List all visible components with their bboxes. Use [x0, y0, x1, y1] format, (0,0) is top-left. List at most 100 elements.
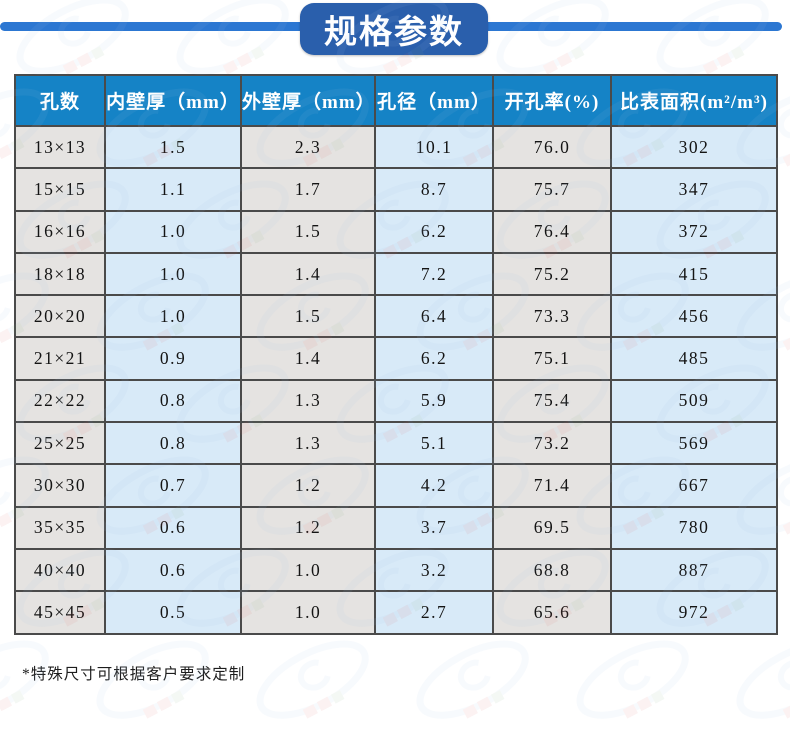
watermark-logo-icon — [256, 640, 369, 719]
value-cell: 1.0 — [104, 294, 242, 339]
title-box: 规格参数 — [300, 3, 488, 55]
value-cell: 1.3 — [240, 421, 376, 466]
value-cell: 887 — [610, 547, 778, 593]
value-cell: 0.6 — [104, 505, 242, 550]
table-row: 16×16 1.0 1.5 6.2 76.4 372 — [14, 209, 778, 254]
table-row: 35×35 0.6 1.2 3.7 69.5 780 — [14, 505, 778, 550]
value-cell: 0.9 — [104, 336, 242, 381]
row-label-cell: 18×18 — [14, 251, 106, 297]
value-cell: 415 — [610, 251, 778, 297]
value-cell: 509 — [610, 378, 778, 424]
value-cell: 4.2 — [374, 463, 494, 508]
value-cell: 68.8 — [492, 547, 612, 593]
column-header-3: 孔径（mm） — [374, 74, 494, 127]
value-cell: 667 — [610, 463, 778, 508]
value-cell: 6.2 — [374, 209, 494, 254]
value-cell: 76.0 — [492, 124, 612, 170]
value-cell: 780 — [610, 505, 778, 550]
value-cell: 73.3 — [492, 294, 612, 339]
footnote: *特殊尺寸可根据客户要求定制 — [22, 666, 246, 683]
column-header-1: 内壁厚（mm） — [104, 74, 242, 127]
value-cell: 7.2 — [374, 251, 494, 297]
value-cell: 1.0 — [240, 590, 376, 635]
row-label-cell: 20×20 — [14, 294, 106, 339]
value-cell: 0.8 — [104, 378, 242, 424]
value-cell: 8.7 — [374, 167, 494, 212]
table-row: 15×15 1.1 1.7 8.7 75.7 347 — [14, 167, 778, 212]
value-cell: 6.4 — [374, 294, 494, 339]
value-cell: 73.2 — [492, 421, 612, 466]
value-cell: 1.1 — [104, 167, 242, 212]
watermark-logo-icon — [96, 640, 209, 719]
value-cell: 6.2 — [374, 336, 494, 381]
value-cell: 1.5 — [240, 209, 376, 254]
value-cell: 485 — [610, 336, 778, 381]
value-cell: 1.0 — [104, 251, 242, 297]
value-cell: 372 — [610, 209, 778, 254]
value-cell: 71.4 — [492, 463, 612, 508]
table-header-row: 孔数 内壁厚（mm） 外壁厚（mm） 孔径（mm） 开孔率(%) 比表面积(m²/m³) — [14, 74, 778, 127]
value-cell: 1.5 — [240, 294, 376, 339]
value-cell: 1.4 — [240, 251, 376, 297]
row-label-cell: 25×25 — [14, 421, 106, 466]
value-cell: 0.6 — [104, 547, 242, 593]
table-row: 40×40 0.6 1.0 3.2 68.8 887 — [14, 547, 778, 593]
value-cell: 75.7 — [492, 167, 612, 212]
table-row: 21×21 0.9 1.4 6.2 75.1 485 — [14, 336, 778, 381]
value-cell: 1.2 — [240, 463, 376, 508]
column-header-0: 孔数 — [14, 74, 106, 127]
column-header-4: 开孔率(%) — [492, 74, 612, 127]
value-cell: 3.7 — [374, 505, 494, 550]
table-row: 13×13 1.5 2.3 10.1 76.0 302 — [14, 124, 778, 170]
row-label-cell: 21×21 — [14, 336, 106, 381]
value-cell: 75.2 — [492, 251, 612, 297]
table-row: 22×22 0.8 1.3 5.9 75.4 509 — [14, 378, 778, 424]
value-cell: 456 — [610, 294, 778, 339]
value-cell: 5.9 — [374, 378, 494, 424]
value-cell: 347 — [610, 167, 778, 212]
value-cell: 10.1 — [374, 124, 494, 170]
value-cell: 569 — [610, 421, 778, 466]
value-cell: 69.5 — [492, 505, 612, 550]
value-cell: 302 — [610, 124, 778, 170]
table-row: 20×20 1.0 1.5 6.4 73.3 456 — [14, 294, 778, 339]
row-label-cell: 45×45 — [14, 590, 106, 635]
row-label-cell: 16×16 — [14, 209, 106, 254]
value-cell: 75.4 — [492, 378, 612, 424]
column-header-2: 外壁厚（mm） — [240, 74, 376, 127]
table-body: 13×13 1.5 2.3 10.1 76.0 302 15×15 1.1 1.7 8.7 75.7… — [14, 124, 778, 635]
row-label-cell: 15×15 — [14, 167, 106, 212]
value-cell: 0.8 — [104, 421, 242, 466]
page-title: 规格参数 — [324, 13, 464, 50]
title-banner: 规格参数 — [0, 0, 790, 60]
row-label-cell: 40×40 — [14, 547, 106, 593]
watermark-logo-icon — [416, 640, 529, 719]
row-label-cell: 30×30 — [14, 463, 106, 508]
watermark-logo-icon — [576, 640, 689, 719]
value-cell: 1.3 — [240, 378, 376, 424]
column-header-5: 比表面积(m²/m³) — [610, 74, 778, 127]
table-row: 25×25 0.8 1.3 5.1 73.2 569 — [14, 421, 778, 466]
watermark-logo-icon — [736, 640, 790, 719]
value-cell: 1.4 — [240, 336, 376, 381]
value-cell: 76.4 — [492, 209, 612, 254]
value-cell: 75.1 — [492, 336, 612, 381]
value-cell: 0.7 — [104, 463, 242, 508]
value-cell: 5.1 — [374, 421, 494, 466]
table-row: 30×30 0.7 1.2 4.2 71.4 667 — [14, 463, 778, 508]
row-label-cell: 35×35 — [14, 505, 106, 550]
value-cell: 1.0 — [240, 547, 376, 593]
value-cell: 1.2 — [240, 505, 376, 550]
value-cell: 1.7 — [240, 167, 376, 212]
spec-table: 孔数 内壁厚（mm） 外壁厚（mm） 孔径（mm） 开孔率(%) 比表面积(m²/m³) … — [14, 74, 778, 635]
value-cell: 972 — [610, 590, 778, 635]
value-cell: 0.5 — [104, 590, 242, 635]
watermark-logo-icon — [0, 640, 49, 719]
table-row: 45×45 0.5 1.0 2.7 65.6 972 — [14, 590, 778, 635]
value-cell: 1.0 — [104, 209, 242, 254]
value-cell: 3.2 — [374, 547, 494, 593]
row-label-cell: 13×13 — [14, 124, 106, 170]
table-row: 18×18 1.0 1.4 7.2 75.2 415 — [14, 251, 778, 297]
value-cell: 65.6 — [492, 590, 612, 635]
row-label-cell: 22×22 — [14, 378, 106, 424]
